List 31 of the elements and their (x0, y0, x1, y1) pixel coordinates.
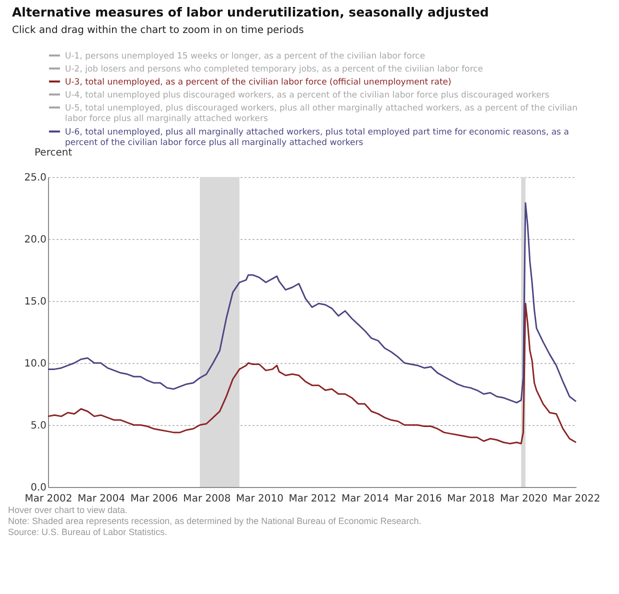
x-tick-label: Mar 2004 (78, 494, 126, 504)
text: Hover over chart to view data. (8, 505, 129, 516)
x-tick-label: Mar 2022 (552, 494, 600, 504)
line-series (47, 202, 577, 404)
x-tick-label: Mar 2018 (447, 494, 495, 504)
legend-label: U-6, total unemployed, plus all marginally attached workers, plus total employed part time for economic reasons, as a percent of the civilian labor force plus all marginally attached workers (65, 128, 569, 148)
x-tick-label: Mar 2008 (183, 494, 231, 504)
legend-label: U-4, total unemployed plus discouraged workers, as a percent of the civilian labor force plus discouraged workers (65, 90, 550, 100)
y-tick-label: 15.0 (24, 296, 46, 308)
y-tick-label: 20.0 (24, 234, 46, 246)
x-tick-label: Mar 2020 (500, 494, 548, 504)
y-tick-label: 5.0 (30, 420, 46, 432)
y-axis-title: Percent (34, 148, 72, 158)
legend-label: U-3, total unemployed, as a percent of the civilian labor force (official unemployment rate) (65, 78, 452, 88)
y-tick-label: 25.0 (24, 172, 46, 184)
legend-label: U-1, persons unemployed 15 weeks or longer, as a percent of the civilian labor force (65, 52, 426, 62)
x-tick-label: Mar 2002 (24, 494, 72, 504)
legend-label: U-5, total unemployed, plus discouraged workers, plus all other marginally attached workers, as a percent of the civilian labor force plus all marginally attached workers (65, 104, 578, 124)
text: Note: Shaded area represents recession, as determined by the National Bureau of Economic Research. (8, 516, 422, 527)
line-series (47, 302, 577, 444)
source-note: Source: U.S. Bureau of Labor Statistics. (8, 527, 168, 538)
chart-title: Alternative measures of labor underutilization, seasonally adjusted (12, 4, 489, 20)
x-tick-label: Mar 2010 (236, 494, 284, 504)
x-tick-label: Mar 2006 (130, 494, 178, 504)
x-tick-label: Mar 2014 (342, 494, 390, 504)
x-tick-label: Mar 2012 (288, 494, 336, 504)
chart-subtitle: Click and drag within the chart to zoom in on time periods (12, 25, 304, 36)
y-tick-label: 10.0 (24, 358, 46, 370)
y-tick-label: 0.0 (30, 482, 46, 494)
x-tick-label: Mar 2016 (394, 494, 442, 504)
legend-label: U-2, job losers and persons who completed temporary jobs, as a percent of the civilian labor force (65, 64, 484, 74)
